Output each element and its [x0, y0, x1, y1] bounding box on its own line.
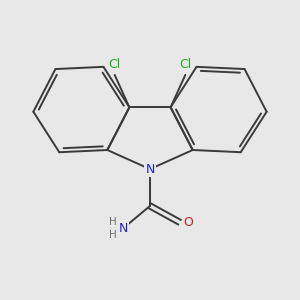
Text: Cl: Cl [179, 58, 191, 71]
Text: O: O [183, 216, 193, 229]
Text: N: N [119, 221, 128, 235]
Text: N: N [145, 163, 155, 176]
Text: Cl: Cl [109, 58, 121, 71]
Text: H: H [109, 217, 117, 227]
Text: H: H [109, 230, 117, 240]
